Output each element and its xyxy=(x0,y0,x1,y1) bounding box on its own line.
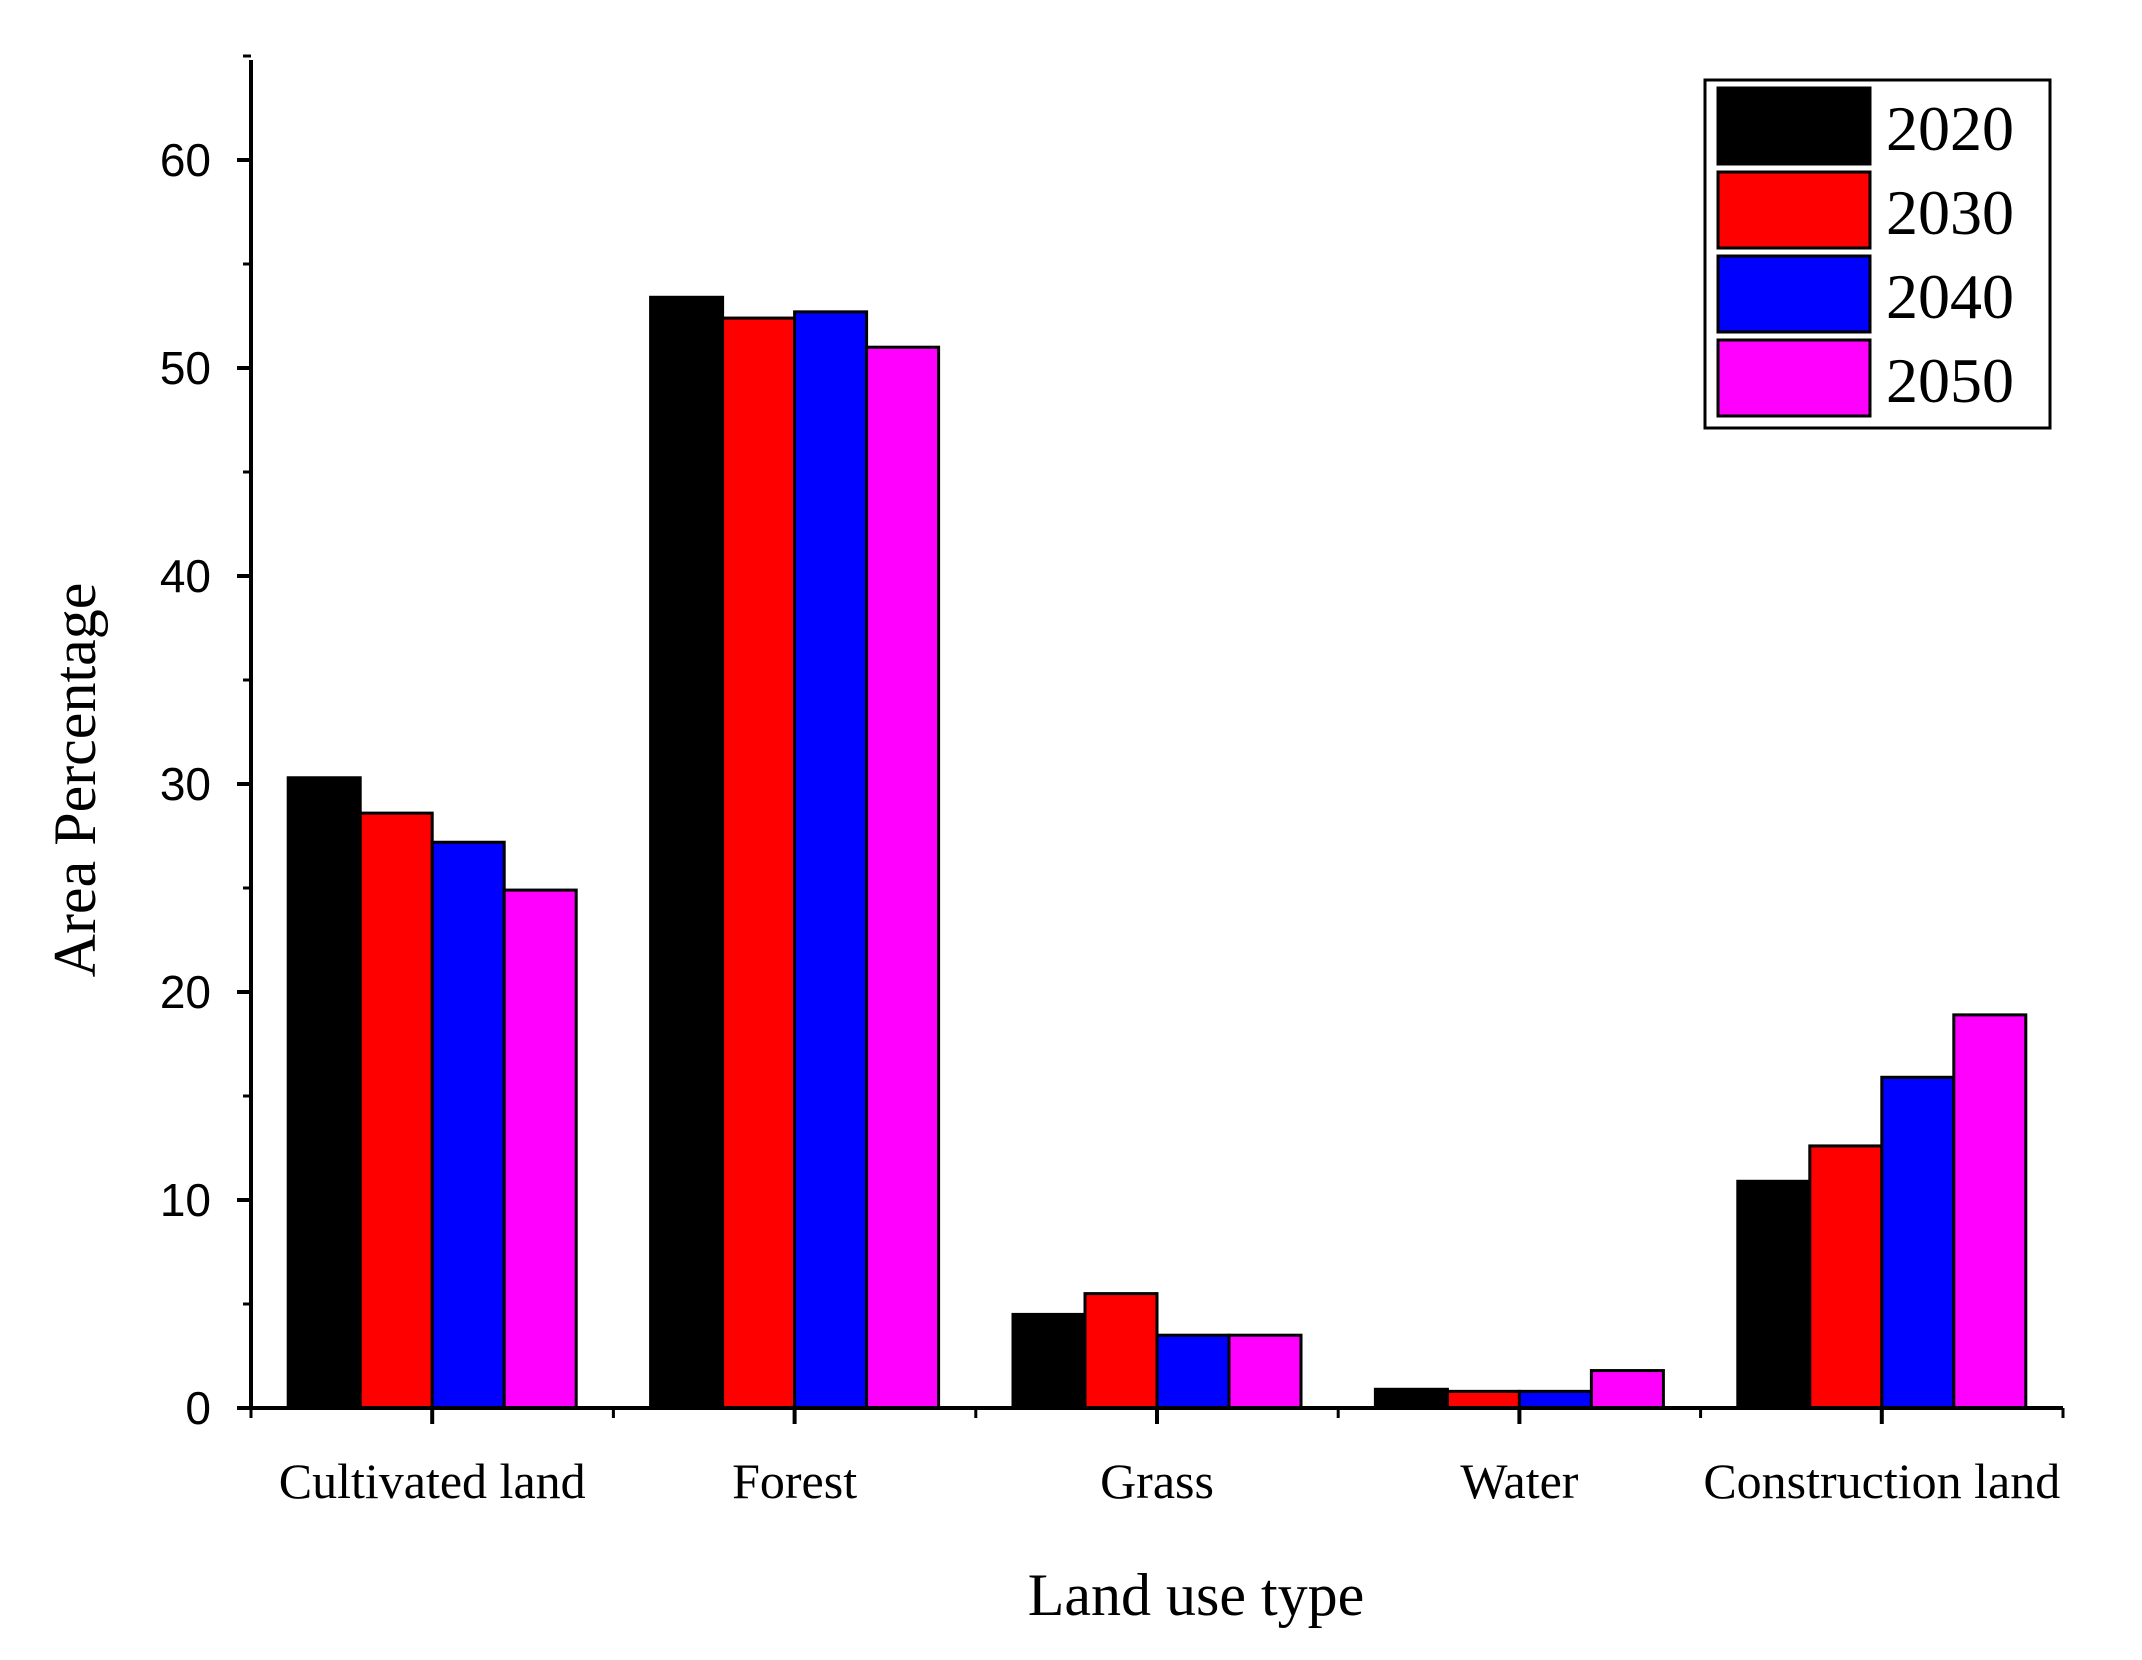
legend-swatch-2030 xyxy=(1716,170,1872,250)
bar-2050-construction-land xyxy=(1952,1013,2028,1410)
y-tick-label: 40 xyxy=(160,550,211,602)
x-tick-label: Water xyxy=(1460,1453,1578,1509)
bar-2040-construction-land xyxy=(1880,1075,1956,1410)
x-tick-label: Grass xyxy=(1100,1453,1214,1509)
y-tick-label: 60 xyxy=(160,134,211,186)
x-tick-label: Construction land xyxy=(1703,1453,2060,1509)
bar-2030-forest xyxy=(721,316,797,1410)
legend-label-2050: 2050 xyxy=(1886,345,2014,416)
legend-swatch-2020 xyxy=(1716,86,1872,166)
x-tick-label: Forest xyxy=(732,1453,857,1509)
x-ticks-group: Cultivated land Forest Grass Water Construct… xyxy=(249,1408,2065,1509)
bar-2050-cultivated-land xyxy=(502,888,578,1410)
bar-2050-grass xyxy=(1227,1333,1303,1410)
legend-swatch-2040 xyxy=(1716,254,1872,334)
bar-2020-grass xyxy=(1011,1312,1087,1410)
y-ticks-group: 0 10 20 30 40 50 60 xyxy=(160,54,251,1434)
bar-2020-construction-land xyxy=(1736,1179,1812,1410)
y-tick-label: 20 xyxy=(160,966,211,1018)
bar-2020-water xyxy=(1373,1387,1449,1410)
bar-2050-water xyxy=(1589,1369,1665,1410)
legend: 2020 2030 2040 2050 xyxy=(1703,78,2052,430)
legend-swatch-2050 xyxy=(1716,338,1872,418)
y-tick-label: 10 xyxy=(160,1174,211,1226)
bar-2040-cultivated-land xyxy=(430,840,506,1410)
y-tick-label: 0 xyxy=(185,1382,211,1434)
bar-2030-grass xyxy=(1083,1292,1159,1410)
x-tick-label: Cultivated land xyxy=(279,1453,586,1509)
y-tick-label: 50 xyxy=(160,342,211,394)
legend-label-2030: 2030 xyxy=(1886,177,2014,248)
y-axis-title: Area Percentage xyxy=(42,583,108,978)
bar-2040-grass xyxy=(1155,1333,1231,1410)
bar-2040-forest xyxy=(793,310,869,1410)
x-axis-title: Land use type xyxy=(1028,1562,1365,1628)
bar-2040-water xyxy=(1517,1389,1593,1410)
y-tick-label: 30 xyxy=(160,758,211,810)
bars-group xyxy=(286,295,2028,1410)
bar-2050-forest xyxy=(865,345,941,1410)
legend-label-2040: 2040 xyxy=(1886,261,2014,332)
bar-2030-water xyxy=(1445,1389,1521,1410)
bar-2020-cultivated-land xyxy=(286,776,362,1410)
bar-2020-forest xyxy=(649,295,725,1410)
bar-2030-cultivated-land xyxy=(358,811,434,1410)
bar-2030-construction-land xyxy=(1808,1144,1884,1410)
legend-label-2020: 2020 xyxy=(1886,93,2014,164)
